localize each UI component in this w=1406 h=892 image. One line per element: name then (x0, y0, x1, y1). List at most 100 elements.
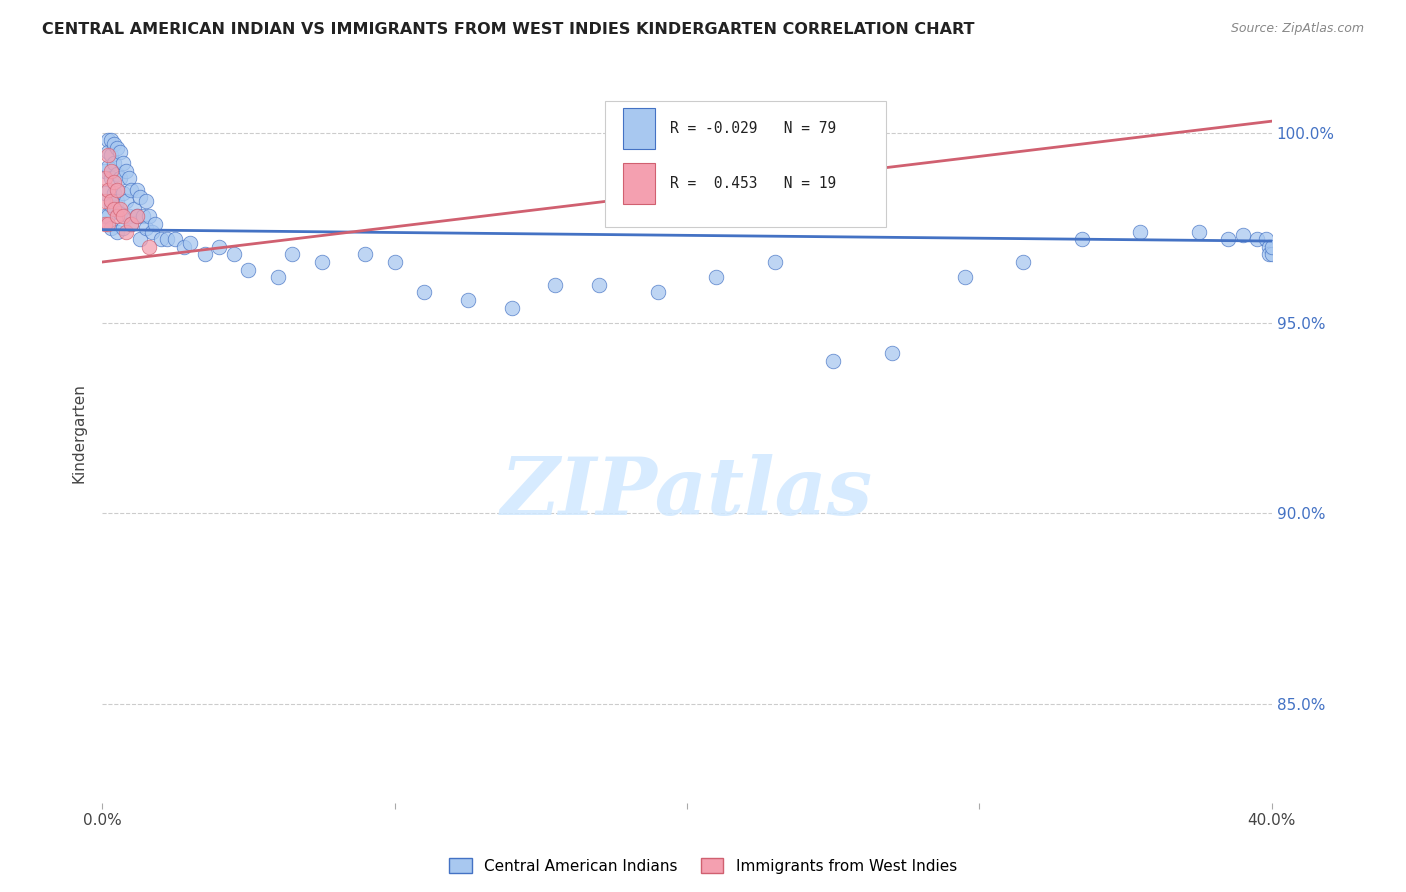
Point (124, 202, 146, 216)
Point (105, 225, 128, 239)
Point (138, 210, 160, 224)
Point (94, 163, 117, 178)
Point (155, 232, 177, 246)
Point (111, 156, 134, 170)
Point (94, 171, 117, 186)
Point (117, 210, 139, 224)
Point (114, 225, 136, 239)
Point (384, 255, 406, 269)
Point (129, 232, 152, 246)
Point (100, 194, 122, 208)
Point (105, 210, 128, 224)
Point (238, 262, 260, 277)
Point (120, 183, 142, 197)
Point (114, 194, 136, 208)
Point (354, 247, 377, 261)
Point (100, 198, 122, 212)
Point (94, 186, 117, 201)
Point (129, 190, 152, 204)
Point (953, 270, 976, 285)
Point (1216, 232, 1239, 246)
Point (97, 148, 120, 162)
Point (193, 247, 215, 261)
Point (103, 136, 125, 151)
Point (647, 285, 669, 300)
Point (1246, 232, 1268, 246)
Text: ZIPatlas: ZIPatlas (501, 454, 873, 531)
Text: Source: ZipAtlas.com: Source: ZipAtlas.com (1230, 22, 1364, 36)
Point (1261, 240, 1284, 254)
Point (266, 270, 288, 285)
Text: R = -0.029   N = 79: R = -0.029 N = 79 (669, 121, 835, 136)
Point (1258, 247, 1281, 261)
Point (97, 145, 120, 159)
Point (108, 145, 131, 159)
Point (97, 160, 120, 174)
Y-axis label: Kindergarten: Kindergarten (72, 384, 86, 483)
Point (100, 220, 122, 235)
Point (457, 293, 479, 307)
Point (105, 183, 128, 197)
Point (108, 171, 131, 186)
Point (127, 210, 149, 224)
Point (97, 133, 120, 147)
Point (105, 194, 128, 208)
Point (880, 346, 903, 360)
Point (1258, 240, 1281, 254)
Point (120, 217, 142, 231)
Point (111, 186, 134, 201)
Point (94, 210, 117, 224)
Point (127, 183, 149, 197)
Point (108, 202, 131, 216)
Point (208, 240, 231, 254)
Point (108, 205, 131, 219)
Point (501, 301, 523, 315)
Point (1188, 225, 1211, 239)
Point (105, 168, 128, 182)
Point (111, 210, 134, 224)
FancyBboxPatch shape (605, 101, 886, 227)
Point (1012, 255, 1035, 269)
Point (143, 217, 166, 231)
Point (103, 156, 125, 170)
Point (94, 217, 117, 231)
Point (135, 220, 157, 235)
Point (179, 235, 201, 250)
Text: CENTRAL AMERICAN INDIAN VS IMMIGRANTS FROM WEST INDIES KINDERGARTEN CORRELATION : CENTRAL AMERICAN INDIAN VS IMMIGRANTS FR… (42, 22, 974, 37)
Point (94, 194, 117, 208)
Point (105, 141, 128, 155)
Point (100, 133, 122, 147)
Point (311, 255, 333, 269)
Point (97, 183, 120, 197)
Point (1254, 232, 1277, 246)
Point (173, 240, 195, 254)
Point (704, 270, 727, 285)
Point (149, 232, 172, 246)
Point (544, 277, 567, 292)
Point (127, 210, 149, 224)
Point (100, 148, 122, 162)
FancyBboxPatch shape (623, 163, 655, 204)
Point (141, 225, 163, 239)
Point (120, 217, 142, 231)
Text: R =  0.453   N = 19: R = 0.453 N = 19 (669, 176, 835, 191)
Point (103, 202, 125, 216)
Point (117, 171, 139, 186)
Point (111, 220, 134, 235)
Point (114, 163, 136, 178)
FancyBboxPatch shape (623, 108, 655, 149)
Point (222, 247, 245, 261)
Point (1129, 225, 1152, 239)
Point (281, 247, 304, 261)
Point (135, 194, 157, 208)
Point (165, 232, 187, 246)
Point (132, 210, 155, 224)
Point (412, 285, 434, 300)
Point (1261, 247, 1284, 261)
Legend: Central American Indians, Immigrants from West Indies: Central American Indians, Immigrants fro… (443, 852, 963, 880)
Point (97, 217, 120, 231)
Point (103, 186, 125, 201)
Point (100, 171, 122, 186)
Point (103, 175, 125, 189)
Point (823, 354, 845, 368)
